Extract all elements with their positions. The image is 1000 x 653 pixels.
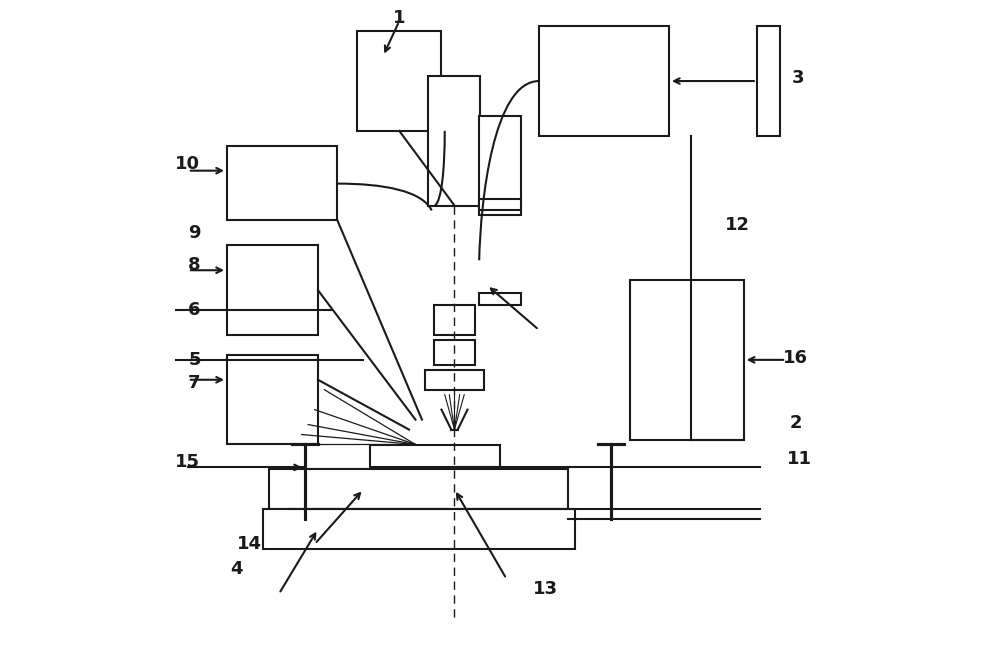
Text: 15: 15 [175,453,200,471]
FancyBboxPatch shape [370,445,500,468]
Text: 14: 14 [237,535,262,553]
FancyBboxPatch shape [479,293,521,305]
FancyBboxPatch shape [434,305,475,335]
FancyBboxPatch shape [434,340,475,365]
FancyBboxPatch shape [357,31,441,131]
Text: 1: 1 [393,9,405,27]
FancyBboxPatch shape [479,116,521,215]
FancyBboxPatch shape [428,76,480,206]
Text: 11: 11 [787,451,812,468]
FancyBboxPatch shape [227,355,318,445]
FancyBboxPatch shape [479,199,521,210]
Text: 4: 4 [230,560,243,578]
Text: 6: 6 [188,301,201,319]
FancyBboxPatch shape [227,246,318,335]
FancyBboxPatch shape [539,26,669,136]
Text: 7: 7 [188,374,201,392]
FancyBboxPatch shape [425,370,484,390]
Text: 10: 10 [175,155,200,172]
FancyBboxPatch shape [263,509,575,549]
Text: 8: 8 [188,256,201,274]
Text: 13: 13 [533,580,558,598]
Text: 3: 3 [792,69,804,87]
Text: 9: 9 [188,225,201,242]
Text: 12: 12 [725,216,750,234]
FancyBboxPatch shape [630,280,744,439]
Text: 5: 5 [188,351,201,369]
FancyBboxPatch shape [289,470,549,489]
Text: 2: 2 [790,413,802,432]
FancyBboxPatch shape [269,470,568,509]
FancyBboxPatch shape [227,146,337,221]
FancyBboxPatch shape [757,26,780,136]
Text: 16: 16 [783,349,808,367]
